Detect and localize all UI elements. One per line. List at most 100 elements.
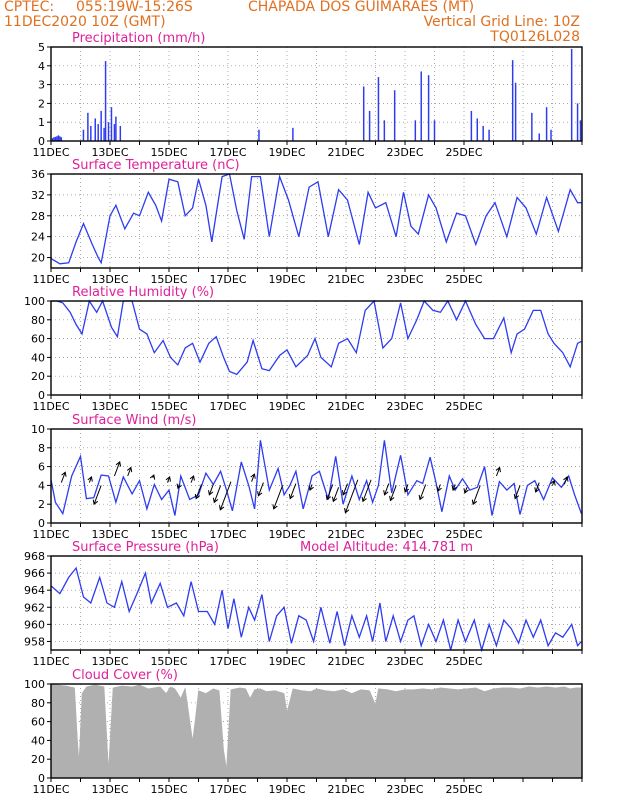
wind-arrow-head [513,493,520,500]
y-tick-label: 100 [24,678,45,691]
wind-arrow [93,485,102,505]
wind-arrow [273,485,284,510]
x-tick-label: 21DEC [327,146,364,159]
wind-arrow [362,479,372,502]
wind-arrow [344,479,359,513]
precip-bar [427,75,430,141]
precip-bar [511,60,514,141]
precip-bar [115,116,117,141]
y-tick-label: 80 [31,697,45,710]
rh-frame [50,300,583,396]
x-tick-label: 11DEC [32,655,69,668]
wind-arrow [251,473,255,482]
wind-arrow [390,485,397,501]
precip-bar [545,107,548,141]
precip-bar [94,118,96,141]
header-model-code: TQ0126L028 [490,29,580,45]
wind-arrow-head [331,496,338,503]
pres-series-line [50,566,582,653]
wind-arrow-head [344,507,350,514]
precip-bar [570,48,573,141]
wind-arrow-head [87,476,93,482]
wind-arrow [384,483,390,495]
precip-bar [107,122,110,141]
precip-bar [82,129,85,141]
y-tick-label: 0 [38,135,45,148]
wind-arrow [472,485,481,505]
wind-arrow [60,472,66,483]
precip-bar [51,138,54,141]
precip-bar [362,86,365,141]
y-tick-label: 10 [31,423,45,436]
precip-bar [383,120,386,141]
precip-bar [377,77,380,141]
x-tick-label: 25DEC [445,146,482,159]
precip-bar [113,124,116,141]
wind-arrow-head [451,485,457,492]
header-location: CHAPADA DOS GUIMARAES (MT) [248,0,475,15]
precip-bar [104,61,107,141]
wind-arrow [309,484,313,491]
x-tick-label: 25DEC [445,400,482,413]
precip-bar [576,103,579,141]
wind-arrow [514,485,521,499]
y-tick-label: 4 [38,60,45,73]
y-tick-label: 36 [31,168,45,181]
y-tick-label: 0 [38,517,45,530]
cloud-cover-area [50,684,583,779]
wind-arrow-head [436,486,442,492]
x-tick-label: 15DEC [150,655,187,668]
x-tick-label: 15DEC [150,528,187,541]
x-tick-label: 13DEC [91,400,128,413]
wind-arrow-head [495,466,501,473]
x-tick-label: 11DEC [32,146,69,159]
wind-arrow [289,483,297,499]
wind-arrow-head [257,491,263,497]
wind-arrow-head [308,485,314,492]
wind-arrow [437,484,441,492]
wind-series-line [50,440,583,516]
pres-note: Model Altitude: 414.781 m [300,540,473,555]
temp-frame [50,173,583,269]
x-tick-label: 21DEC [327,655,364,668]
wind-arrow-head [92,499,99,506]
wind-arrow-head [325,494,332,501]
wind-arrow [342,483,348,495]
precip-bar [97,124,99,141]
precip-bar [292,127,294,141]
wind-arrow-head [288,493,295,500]
wind-arrow-head [165,476,171,482]
wind-arrow-head [550,479,556,486]
x-tick-label: 23DEC [386,528,423,541]
wind-arrow [88,476,92,483]
pres-title: Surface Pressure (hPa) [72,540,219,555]
precip-frame [50,46,583,142]
precip-bar [531,112,533,141]
x-tick-label: 17DEC [209,655,246,668]
wind-frame [50,428,583,524]
precip-bar [258,129,260,141]
precip-bar [53,137,55,141]
wind-arrow-head [61,471,67,477]
header-grid-note: Vertical Grid Line: 10Z [423,14,580,30]
temp-series-line [50,173,582,265]
pres-frame [50,555,583,651]
y-tick-label: 28 [31,210,45,223]
precip-bar [488,129,490,141]
x-tick-label: 17DEC [209,400,246,413]
y-tick-label: 962 [24,601,45,614]
x-tick-label: 13DEC [91,273,128,286]
wind-arrow-head [389,495,395,502]
x-tick-label: 11DEC [32,400,69,413]
y-tick-label: 20 [31,370,45,383]
wind-arrow [419,484,427,500]
precip-bar [470,110,473,141]
wind-arrow [127,467,132,477]
wind-arrow [208,484,214,495]
x-tick-label: 19DEC [268,146,305,159]
x-tick-label: 25DEC [445,783,482,796]
precip-bar [393,90,396,141]
precip-bar [100,110,102,141]
wind-arrow-head [361,496,367,503]
x-tick-label: 15DEC [150,400,187,413]
